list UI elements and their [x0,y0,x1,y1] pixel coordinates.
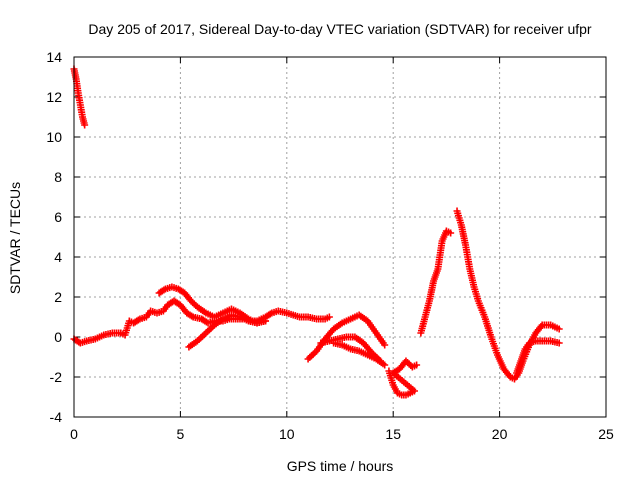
data-point [262,317,270,325]
data-point [381,341,389,349]
data-point [381,361,389,369]
axis-ticks: 0 5 10 15 20 25 -4 -2 0 2 4 6 8 10 12 14 [46,49,614,442]
grid [74,57,606,417]
y-tick-label: 6 [54,209,62,225]
data-point [325,313,333,321]
y-tick-label: 12 [46,89,62,105]
x-tick-label: 0 [70,426,78,442]
y-tick-label: -4 [50,409,63,425]
chart-title: Day 205 of 2017, Sidereal Day-to-day VTE… [88,21,592,37]
series-dip-15h [385,357,421,399]
series-rise-16-17h [417,227,455,337]
series-peak-18h-descent [453,207,563,383]
y-tick-label: -2 [50,369,63,385]
series-late-lower [513,337,563,377]
plot-frame [73,56,607,418]
series-lower-branch [185,311,270,351]
y-axis-title: SDTVAR / TECUs [7,182,23,294]
x-tick-label: 10 [279,426,295,442]
x-tick-label: 5 [177,426,185,442]
x-tick-label: 15 [385,426,401,442]
x-axis-title: GPS time / hours [287,458,394,474]
x-tick-label: 20 [492,426,508,442]
data-point [447,229,455,237]
y-tick-label: 10 [46,129,62,145]
data-point [555,339,563,347]
y-tick-label: 4 [54,249,62,265]
y-tick-label: 2 [54,289,62,305]
y-tick-label: 0 [54,329,62,345]
series-afternoon-arc-low [330,339,389,369]
x-tick-label: 25 [598,426,614,442]
series-early-high [70,65,89,129]
series-upper-branch [155,283,270,327]
data-point [81,121,89,129]
data-point [413,361,421,369]
y-tick-label: 14 [46,49,62,65]
data-point [555,325,563,333]
y-tick-label: 8 [54,169,62,185]
data-points [70,65,563,399]
